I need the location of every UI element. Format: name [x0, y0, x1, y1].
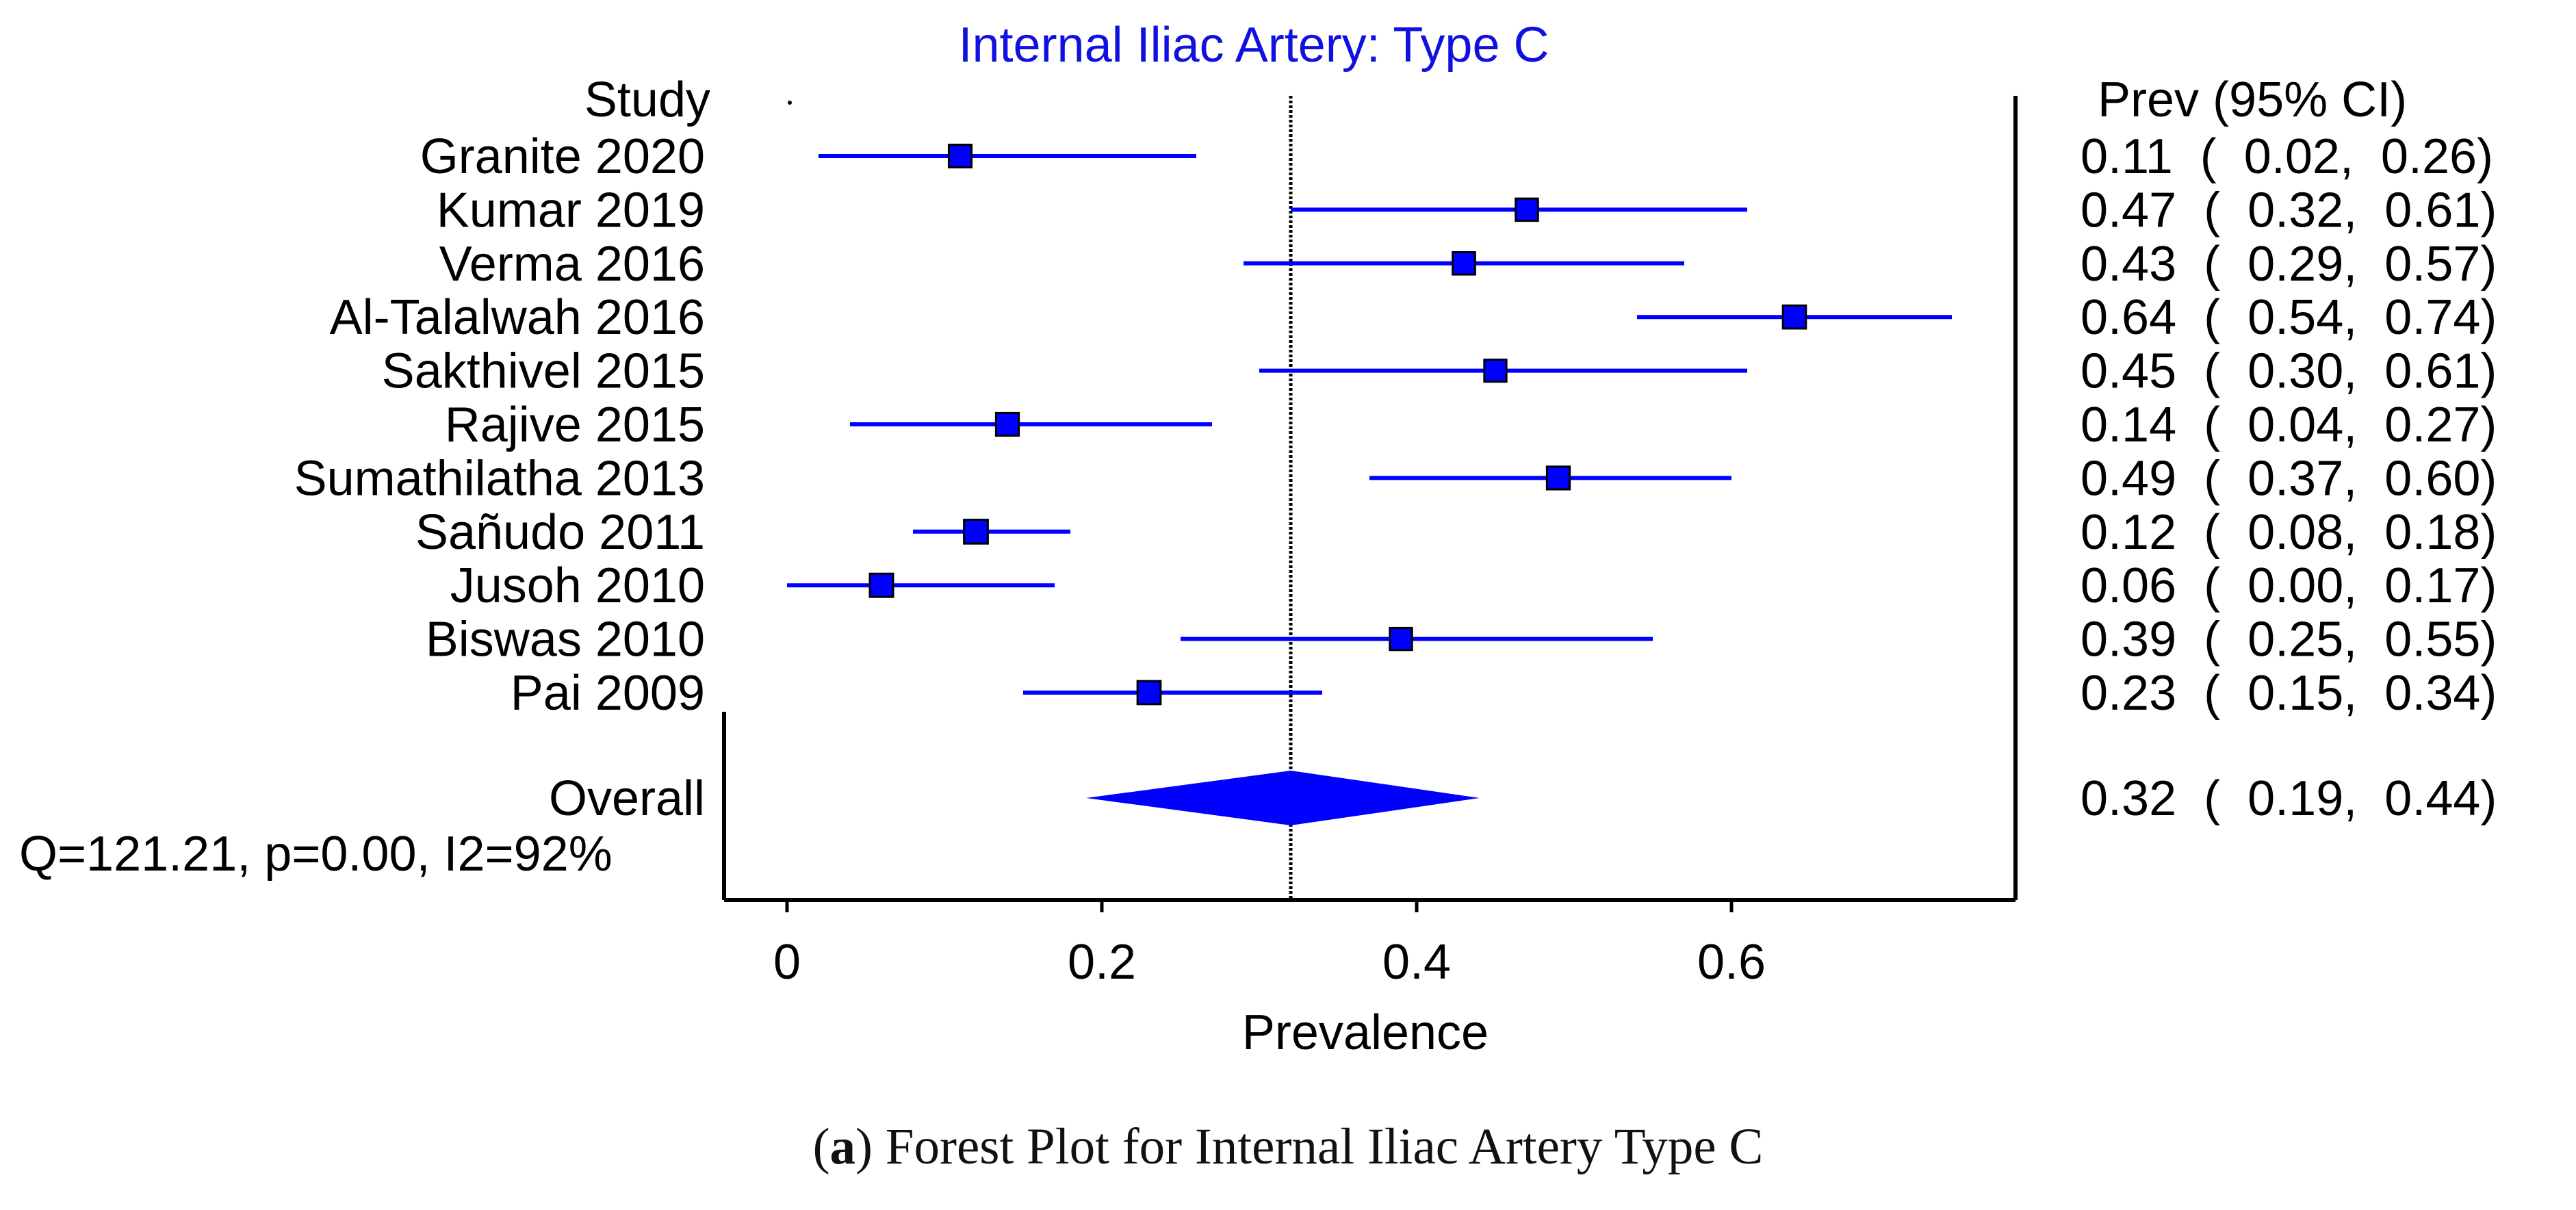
study-name-8: Jusoh 2010 [450, 558, 705, 613]
forest-plot: Internal Iliac Artery: Type C Study Prev… [19, 18, 2497, 1060]
study-name-5: Rajive 2015 [445, 398, 705, 452]
study-column-header: Study [584, 73, 710, 127]
caption-text: Forest Plot for Internal Iliac Artery Ty… [873, 1118, 1764, 1175]
study-name-7: Sañudo 2011 [415, 505, 705, 560]
study-stat-9: 0.39 ( 0.25, 0.55) [2081, 613, 2497, 667]
point-estimate-4 [1483, 358, 1508, 383]
x-tick-label-1: 0.2 [1068, 935, 1136, 990]
point-estimate-0 [947, 143, 973, 169]
study-name-0: Granite 2020 [420, 129, 705, 184]
study-stat-4: 0.45 ( 0.30, 0.61) [2081, 344, 2497, 399]
x-tick-label-3: 0.6 [1697, 935, 1766, 990]
study-name-6: Sumathilatha 2013 [294, 451, 705, 506]
chart-title: Internal Iliac Artery: Type C [958, 18, 1549, 73]
study-name-9: Biswas 2010 [426, 613, 705, 667]
x-tick-label-2: 0.4 [1382, 935, 1451, 990]
figure-caption: (a) Forest Plot for Internal Iliac Arter… [812, 1118, 1764, 1175]
prevalence-ci-column-header: Prev (95% CI) [2098, 73, 2407, 127]
point-estimate-8 [868, 572, 894, 598]
study-name-10: Pai 2009 [511, 666, 705, 721]
caption-label: a [829, 1118, 856, 1175]
study-stat-5: 0.14 ( 0.04, 0.27) [2081, 398, 2497, 452]
study-name-4: Sakthivel 2015 [382, 344, 705, 399]
point-estimate-10 [1136, 680, 1162, 706]
overall-diamond [1086, 771, 1480, 825]
study-stat-2: 0.43 ( 0.29, 0.57) [2081, 237, 2497, 292]
point-estimate-5 [994, 411, 1020, 437]
point-estimate-7 [963, 518, 989, 545]
study-stat-6: 0.49 ( 0.37, 0.60) [2081, 451, 2497, 506]
study-stat-1: 0.47 ( 0.32, 0.61) [2081, 183, 2497, 237]
study-stat-8: 0.06 ( 0.00, 0.17) [2081, 558, 2497, 613]
study-stat-7: 0.12 ( 0.08, 0.18) [2081, 505, 2497, 560]
forest-marks: 0 0.2 0.4 0.6 Granite 2020 0.11 ( 0.02, 0.26)… [294, 96, 2497, 990]
point-estimate-3 [1781, 304, 1807, 330]
study-name-1: Kumar 2019 [437, 183, 705, 237]
point-estimate-1 [1515, 197, 1539, 222]
overall-stat: 0.32 ( 0.19, 0.44) [2081, 771, 2497, 826]
point-estimate-9 [1389, 626, 1413, 652]
point-estimate-2 [1452, 250, 1476, 276]
study-stat-10: 0.23 ( 0.15, 0.34) [2081, 666, 2497, 721]
x-tick-label-0: 0 [773, 935, 801, 990]
heterogeneity-stats: Q=121.21, p=0.00, I2=92% [19, 827, 613, 881]
overall-label: Overall [549, 771, 705, 826]
point-estimate-6 [1545, 465, 1571, 491]
study-stat-3: 0.64 ( 0.54, 0.74) [2081, 290, 2497, 345]
study-stat-0: 0.11 ( 0.02, 0.26) [2081, 129, 2493, 184]
study-name-2: Verma 2016 [439, 237, 705, 292]
header-dot [788, 101, 792, 105]
study-name-3: Al-Talalwah 2016 [330, 290, 705, 345]
x-axis-label: Prevalence [1242, 1005, 1489, 1060]
